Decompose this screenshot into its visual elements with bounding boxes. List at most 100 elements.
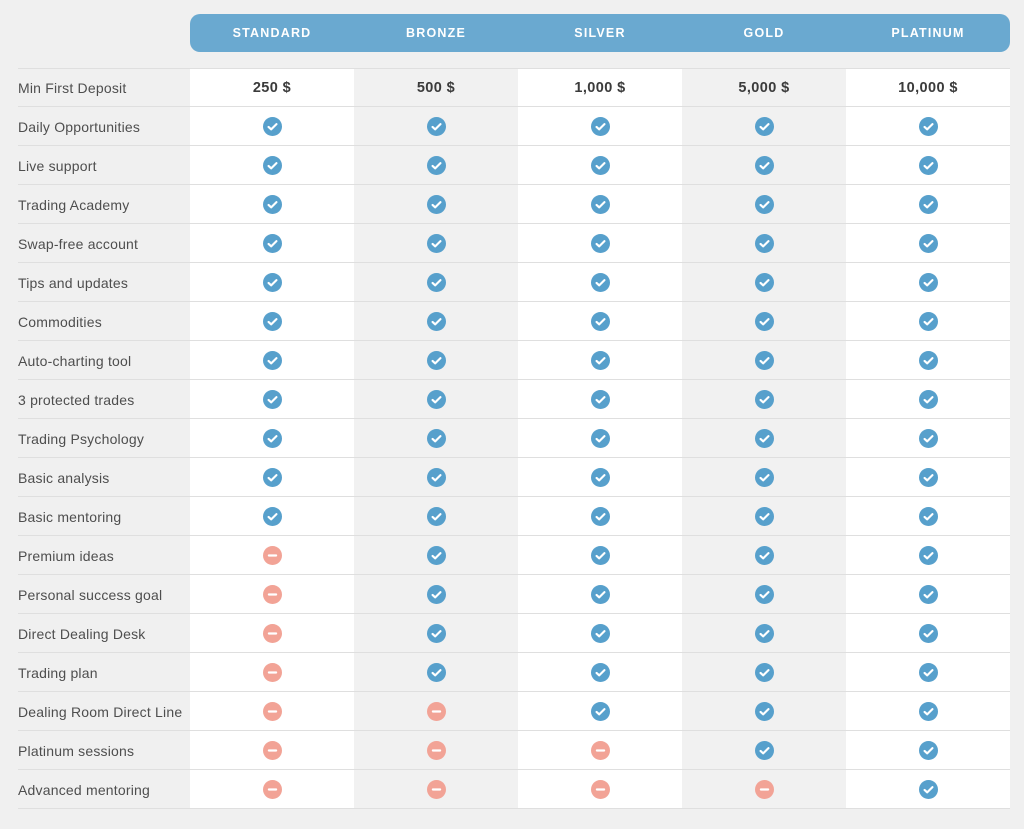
plan-value-cell: [354, 458, 518, 497]
dash-icon: [262, 663, 282, 682]
table-row: Trading plan: [0, 653, 1024, 692]
plan-value-cell: [518, 380, 682, 419]
check-icon: [918, 429, 938, 448]
check-icon: [590, 663, 610, 682]
plan-header-silver: SILVER: [574, 26, 626, 40]
check-icon: [918, 468, 938, 487]
plan-value-cell: [682, 341, 846, 380]
plan-value-cell: [354, 224, 518, 263]
plan-header-row: STANDARD BRONZE SILVER GOLD PLATINUM: [0, 0, 1024, 52]
check-icon: [590, 702, 610, 721]
check-icon: [590, 507, 610, 526]
plan-value-cell: [682, 380, 846, 419]
check-icon: [754, 585, 774, 604]
plan-value-cell: [846, 341, 1010, 380]
plan-value-cell: [190, 692, 354, 731]
plan-value-cell: 10,000 $: [846, 68, 1010, 107]
plan-header-platinum: PLATINUM: [891, 26, 965, 40]
plan-header-bar: STANDARD BRONZE SILVER GOLD PLATINUM: [190, 14, 1010, 52]
check-icon: [426, 273, 446, 292]
check-icon: [426, 390, 446, 409]
plan-value-cell: [846, 731, 1010, 770]
row-label: Platinum sessions: [18, 742, 135, 759]
check-icon: [918, 780, 938, 799]
check-icon: [918, 624, 938, 643]
plan-value-cell: [846, 536, 1010, 575]
check-icon: [262, 195, 282, 214]
plan-value-cell: [354, 653, 518, 692]
plan-value-cell: [190, 536, 354, 575]
plan-value-cell: [190, 653, 354, 692]
plan-value-cell: [682, 692, 846, 731]
check-icon: [426, 195, 446, 214]
check-icon: [590, 234, 610, 253]
plan-value-cell: [682, 497, 846, 536]
check-icon: [754, 546, 774, 565]
check-icon: [754, 351, 774, 370]
plan-value-cell: [682, 731, 846, 770]
plan-value-cell: [190, 419, 354, 458]
check-icon: [590, 429, 610, 448]
row-label: Basic analysis: [18, 469, 110, 486]
plan-value-cell: [682, 614, 846, 653]
row-label: Trading plan: [18, 664, 98, 681]
check-icon: [754, 156, 774, 175]
check-icon: [262, 468, 282, 487]
plan-value-cell: [518, 692, 682, 731]
check-icon: [754, 702, 774, 721]
plan-value-cell: [682, 146, 846, 185]
plan-value-cell: [846, 653, 1010, 692]
row-label: Live support: [18, 157, 97, 174]
plan-value-cell: [190, 146, 354, 185]
dash-icon: [426, 780, 446, 799]
plan-value-cell: [354, 614, 518, 653]
plan-value-cell: [190, 263, 354, 302]
check-icon: [754, 117, 774, 136]
check-icon: [918, 663, 938, 682]
check-icon: [754, 234, 774, 253]
check-icon: [754, 741, 774, 760]
check-icon: [754, 663, 774, 682]
dash-icon: [262, 546, 282, 565]
table-row: 3 protected trades: [0, 380, 1024, 419]
table-row: Auto-charting tool: [0, 341, 1024, 380]
plan-value-cell: [354, 536, 518, 575]
row-label: Advanced mentoring: [18, 781, 151, 798]
plan-value-cell: [518, 458, 682, 497]
check-icon: [590, 468, 610, 487]
plan-value-cell: [682, 263, 846, 302]
table-row: Direct Dealing Desk: [0, 614, 1024, 653]
plan-value-cell: [846, 614, 1010, 653]
table-row: Swap-free account: [0, 224, 1024, 263]
check-icon: [262, 351, 282, 370]
check-icon: [918, 312, 938, 331]
plan-value-cell: [354, 497, 518, 536]
dash-icon: [590, 780, 610, 799]
check-icon: [754, 273, 774, 292]
check-icon: [918, 195, 938, 214]
row-label: Dealing Room Direct Line: [18, 703, 183, 720]
deposit-value: 500 $: [416, 79, 456, 96]
check-icon: [754, 624, 774, 643]
plan-value-cell: [518, 224, 682, 263]
table-row: Live support: [0, 146, 1024, 185]
check-icon: [426, 429, 446, 448]
plan-value-cell: 1,000 $: [518, 68, 682, 107]
dash-icon: [426, 741, 446, 760]
table-row: Daily Opportunities: [0, 107, 1024, 146]
dash-icon: [754, 780, 774, 799]
plan-value-cell: [846, 770, 1010, 809]
check-icon: [590, 546, 610, 565]
plan-value-cell: 5,000 $: [682, 68, 846, 107]
row-label: Basic mentoring: [18, 508, 122, 525]
check-icon: [426, 234, 446, 253]
table-row: Basic mentoring: [0, 497, 1024, 536]
plan-value-cell: [190, 458, 354, 497]
plan-value-cell: [682, 770, 846, 809]
plan-value-cell: 250 $: [190, 68, 354, 107]
check-icon: [754, 195, 774, 214]
dash-icon: [262, 702, 282, 721]
check-icon: [918, 546, 938, 565]
plan-value-cell: [518, 419, 682, 458]
plan-value-cell: [846, 146, 1010, 185]
